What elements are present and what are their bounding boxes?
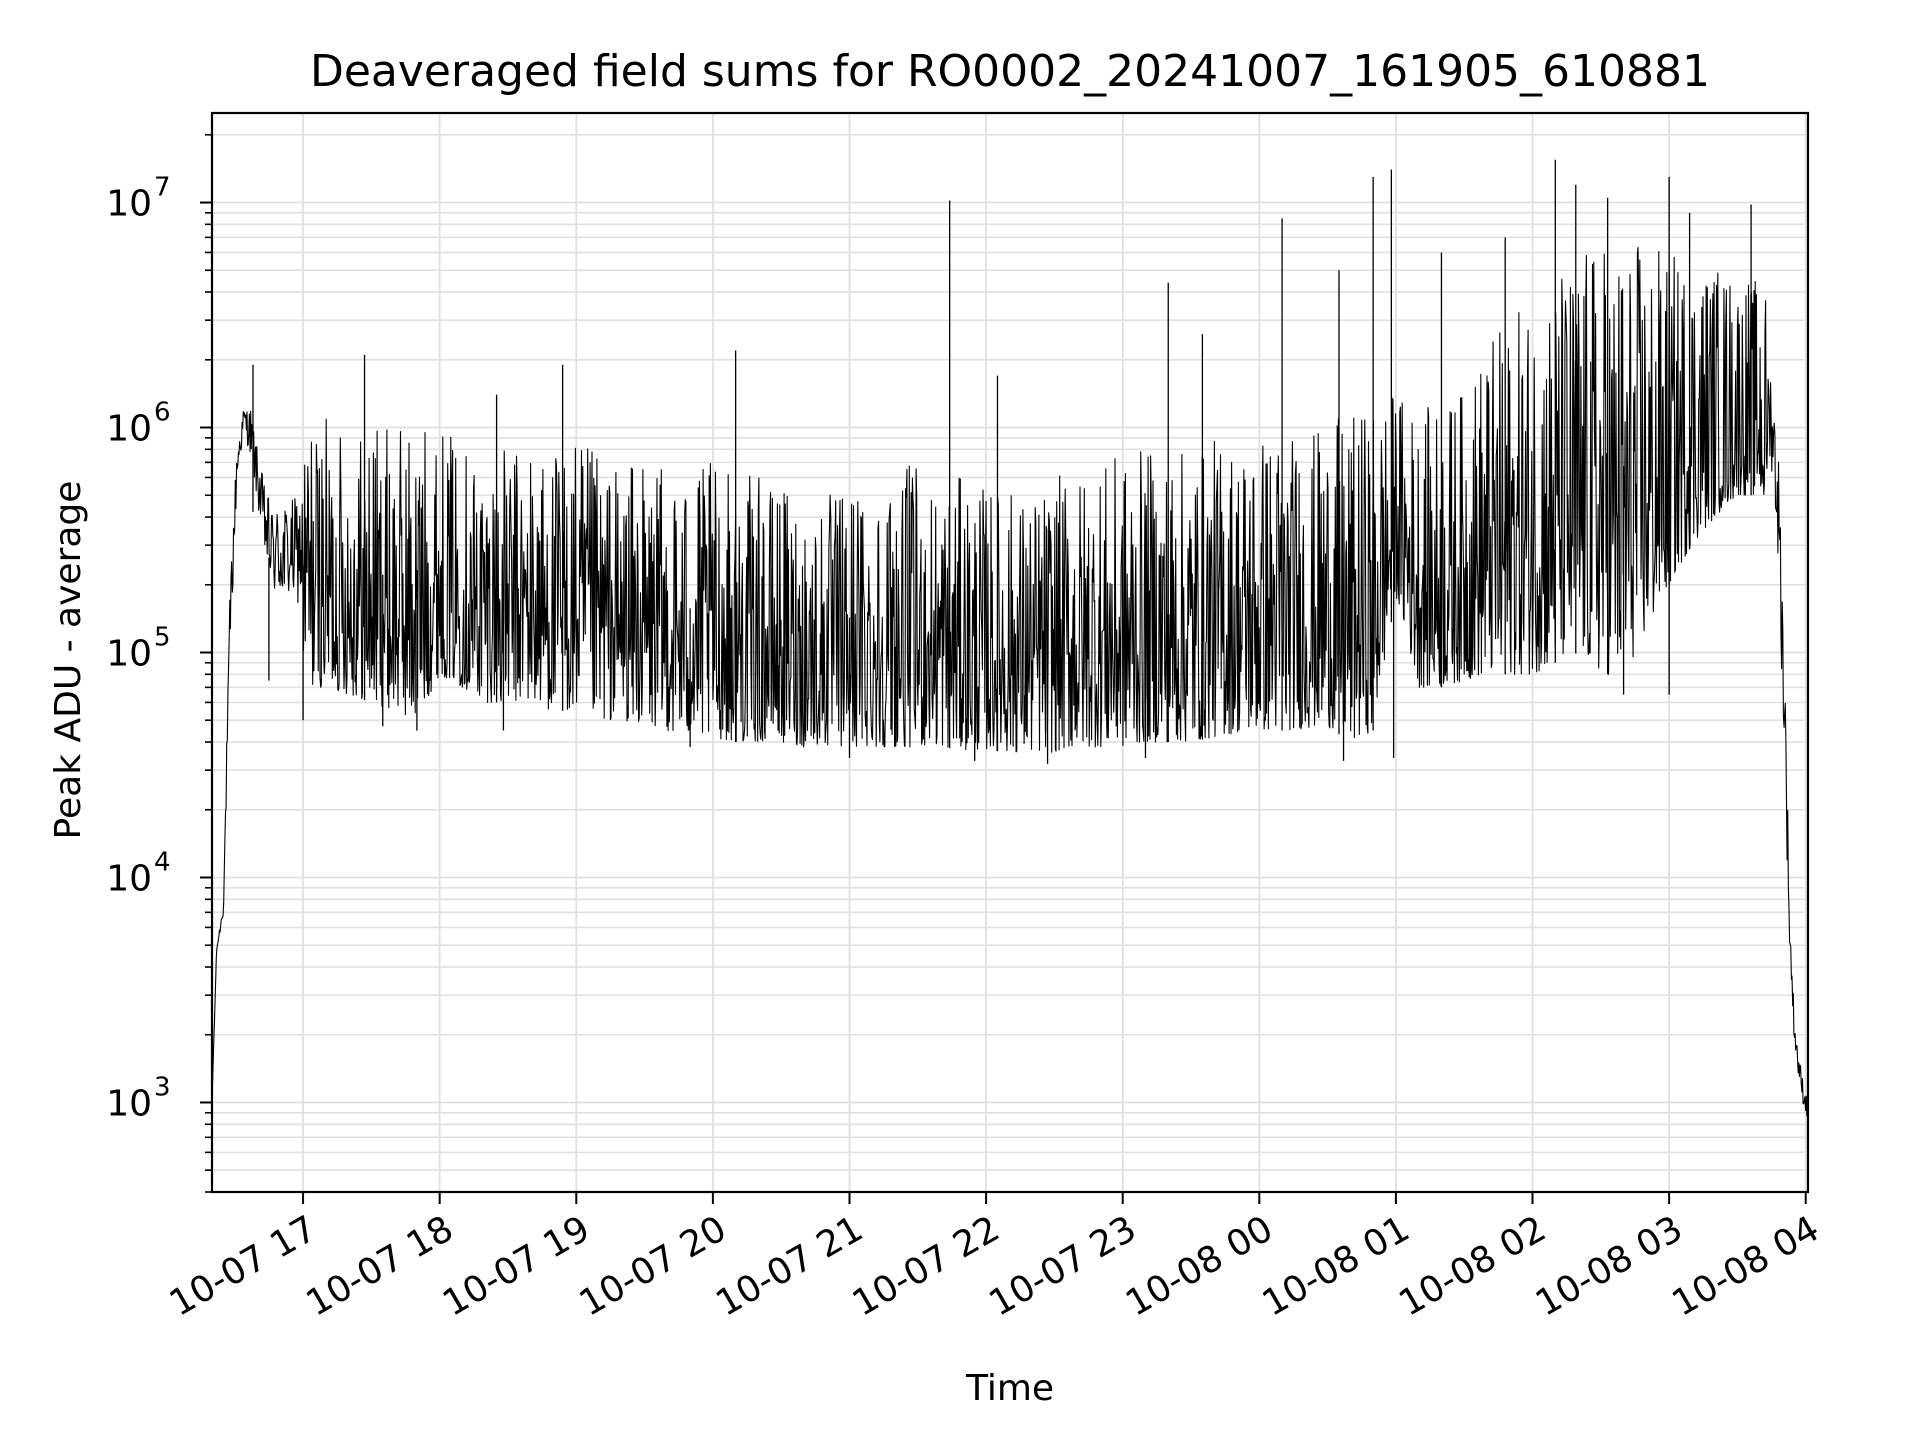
y-tick-exponent: 7 bbox=[154, 173, 171, 203]
y-tick-label: 10 bbox=[106, 184, 152, 225]
y-tick-base: 10 bbox=[106, 1083, 152, 1124]
y-tick-label: 10 bbox=[106, 858, 152, 899]
series-layer bbox=[211, 159, 1809, 1117]
grid-minor bbox=[212, 134, 1808, 1193]
y-tick-base: 10 bbox=[106, 184, 152, 225]
y-tick-exponent: 4 bbox=[154, 847, 171, 877]
series-line bbox=[211, 246, 1809, 1117]
y-tick-label: 10 bbox=[106, 1083, 152, 1124]
y-tick-exponent: 6 bbox=[154, 398, 171, 428]
y-tick-label: 10 bbox=[106, 634, 152, 675]
y-axis-label: Peak ADU - average bbox=[48, 481, 89, 840]
x-axis-label: Time bbox=[965, 1368, 1054, 1409]
chart-title: Deaveraged field sums for RO0002_2024100… bbox=[310, 46, 1710, 97]
y-tick-exponent: 3 bbox=[154, 1072, 171, 1102]
y-tick-base: 10 bbox=[106, 634, 152, 675]
y-tick-exponent: 5 bbox=[154, 623, 171, 653]
y-tick-base: 10 bbox=[106, 858, 152, 899]
y-tick-label: 10 bbox=[106, 409, 152, 450]
y-tick-base: 10 bbox=[106, 409, 152, 450]
